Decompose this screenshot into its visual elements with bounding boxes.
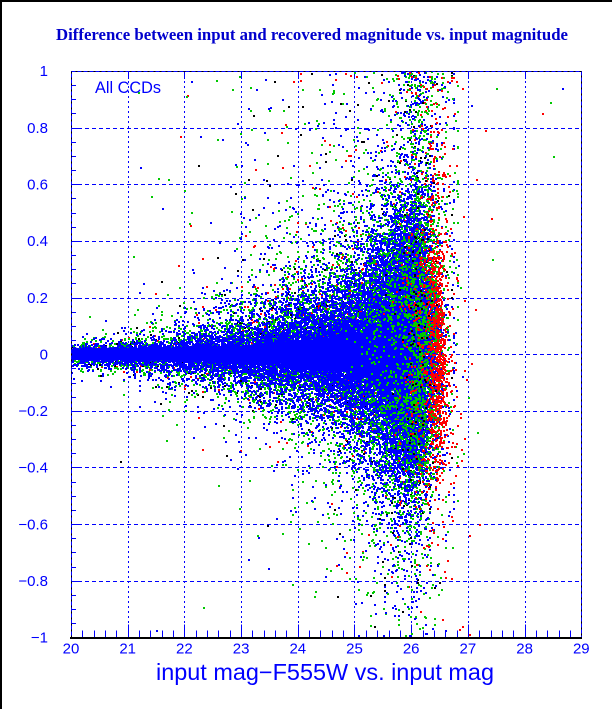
svg-text:23: 23: [233, 641, 250, 658]
svg-text:27: 27: [460, 641, 477, 658]
svg-text:0.8: 0.8: [27, 120, 48, 137]
svg-text:−0.2: −0.2: [18, 403, 48, 420]
svg-text:20: 20: [63, 641, 80, 658]
svg-text:28: 28: [516, 641, 533, 658]
svg-text:input mag−F555W vs. input mag: input mag−F555W vs. input mag: [156, 659, 494, 685]
svg-text:All CCDs: All CCDs: [95, 78, 161, 97]
svg-text:25: 25: [346, 641, 363, 658]
svg-text:26: 26: [403, 641, 420, 658]
svg-text:0.6: 0.6: [27, 177, 48, 194]
svg-text:0.2: 0.2: [27, 290, 48, 307]
svg-text:29: 29: [573, 641, 590, 658]
svg-text:1: 1: [40, 63, 48, 80]
svg-text:−0.8: −0.8: [18, 573, 48, 590]
svg-text:−1: −1: [31, 630, 48, 647]
svg-text:0: 0: [40, 346, 48, 363]
svg-text:21: 21: [119, 641, 136, 658]
svg-text:−0.6: −0.6: [18, 516, 48, 533]
svg-text:−0.4: −0.4: [18, 460, 48, 477]
svg-text:24: 24: [289, 641, 306, 658]
svg-text:Difference between input and r: Difference between input and recovered m…: [56, 25, 568, 44]
svg-text:0.4: 0.4: [27, 233, 48, 250]
svg-text:22: 22: [176, 641, 193, 658]
